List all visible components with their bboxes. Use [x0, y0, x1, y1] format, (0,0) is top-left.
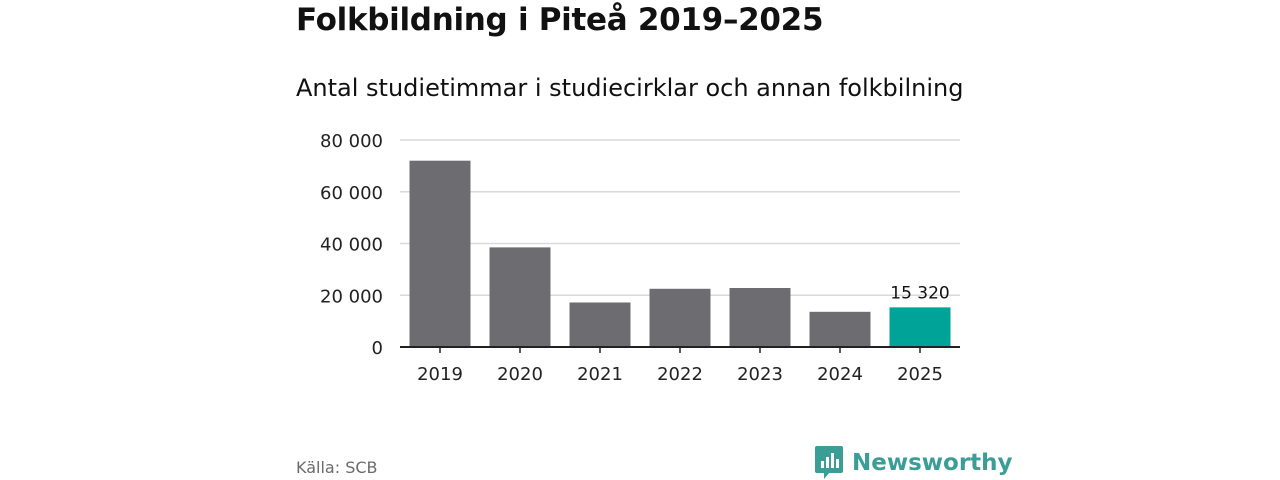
y-tick-label: 80 000	[320, 131, 383, 152]
bar-2024	[809, 311, 871, 347]
y-tick-label: 20 000	[320, 286, 383, 307]
x-tick-label: 2019	[417, 364, 463, 385]
brand-logo: Newsworthy	[815, 446, 1013, 480]
bar-2019	[409, 160, 471, 347]
bar-2020	[489, 247, 551, 347]
y-tick-label: 40 000	[320, 235, 383, 256]
newsworthy-logo-icon	[815, 446, 843, 479]
bar-2025	[889, 307, 951, 347]
x-tick-label: 2025	[897, 364, 943, 385]
bar-2021	[569, 302, 631, 347]
bar-2023	[729, 288, 791, 347]
x-tick-label: 2022	[657, 364, 703, 385]
brand-name: Newsworthy	[852, 450, 1013, 476]
data-label: 15 320	[890, 283, 949, 303]
x-tick-label: 2024	[817, 364, 863, 385]
y-tick-label: 0	[372, 338, 383, 359]
x-tick-label: 2020	[497, 364, 543, 385]
chart-title: Folkbildning i Piteå 2019–2025	[296, 2, 824, 38]
chart-subtitle: Antal studietimmar i studiecirklar och a…	[296, 74, 964, 102]
x-tick-label: 2021	[577, 364, 623, 385]
y-tick-label: 60 000	[320, 183, 383, 204]
x-tick-label: 2023	[737, 364, 783, 385]
bar-2022	[649, 288, 711, 347]
source-label: Källa: SCB	[296, 458, 378, 477]
